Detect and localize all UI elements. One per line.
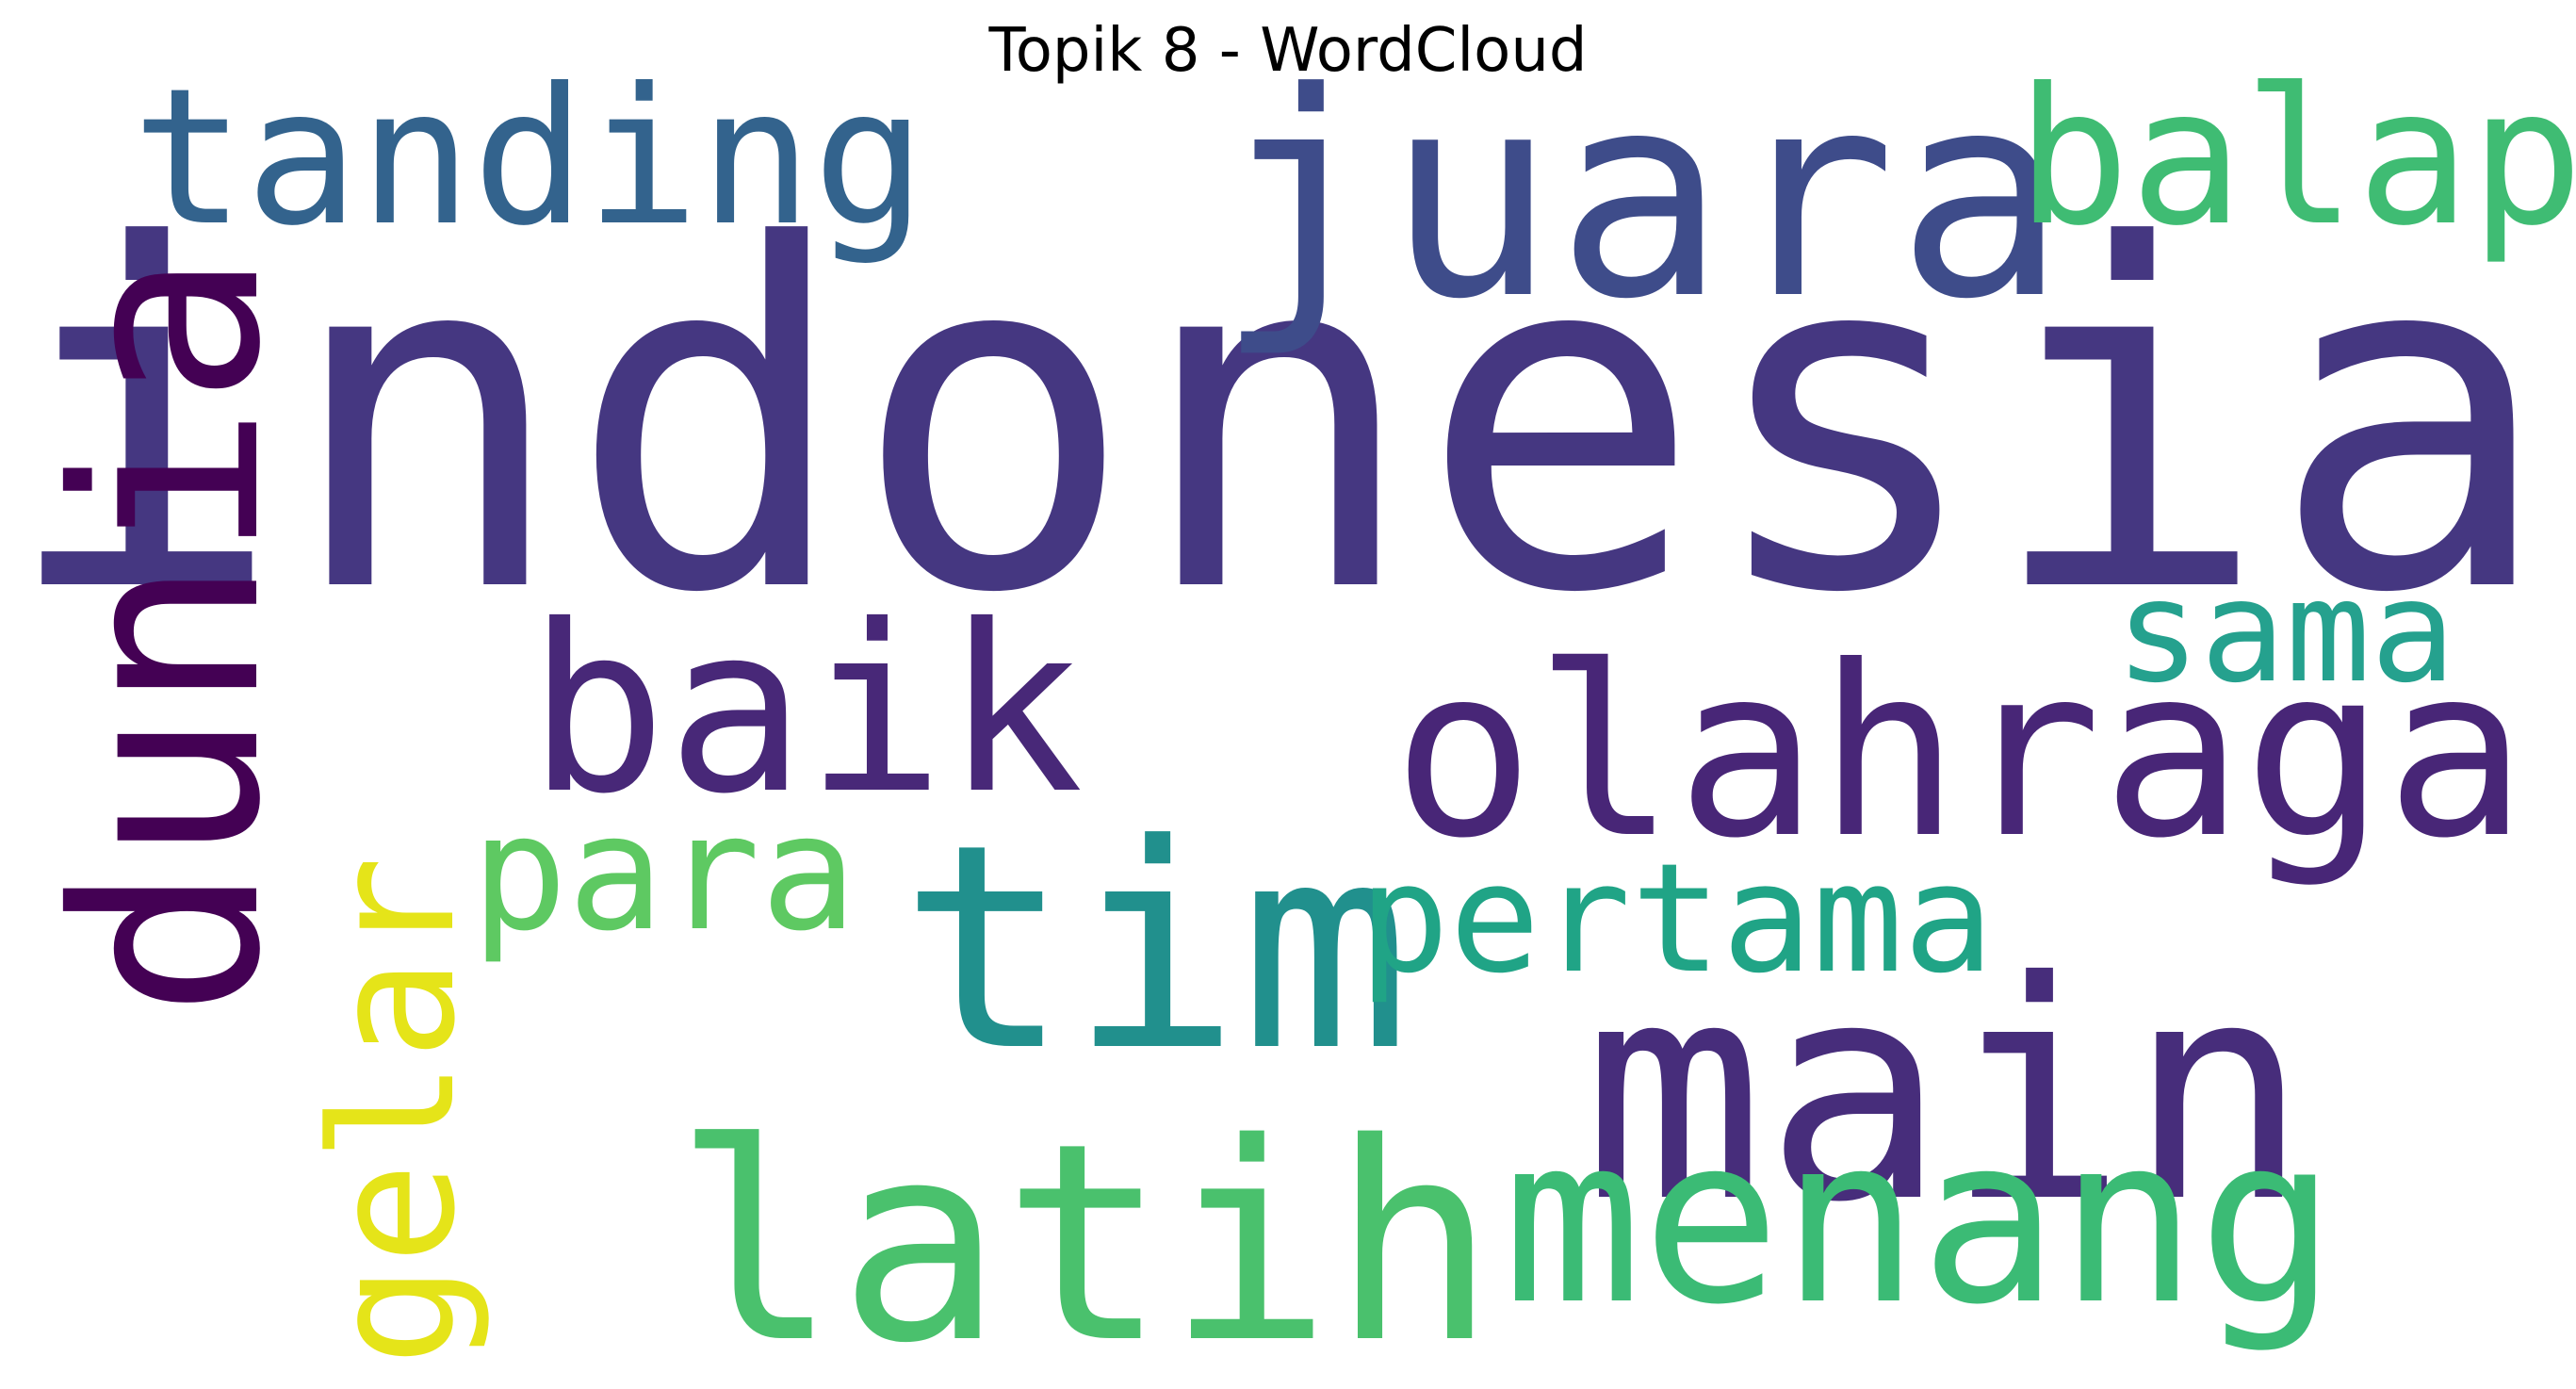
word-balap: balap: [2016, 48, 2576, 268]
word-gelar: gelar: [296, 856, 493, 1366]
word-dunia: dunia: [20, 252, 317, 1018]
word-indonesia: indonesia: [1, 147, 2553, 695]
word-olahraga: olahraga: [1393, 615, 2527, 890]
word-main: main: [1583, 918, 2309, 1268]
word-latih: latih: [674, 1086, 1496, 1389]
word-juara: juara: [1215, 32, 2066, 361]
word-baik: baik: [528, 576, 1084, 844]
word-pertama: pertama: [1359, 830, 1994, 1006]
word-sama: sama: [2115, 550, 2455, 714]
word-menang: menang: [1503, 1087, 2337, 1355]
word-tim: tim: [900, 784, 1410, 1113]
word-tanding: tanding: [132, 48, 926, 268]
figure-title: Topik 8 - WordCloud: [988, 16, 1588, 86]
word-para: para: [471, 780, 856, 967]
